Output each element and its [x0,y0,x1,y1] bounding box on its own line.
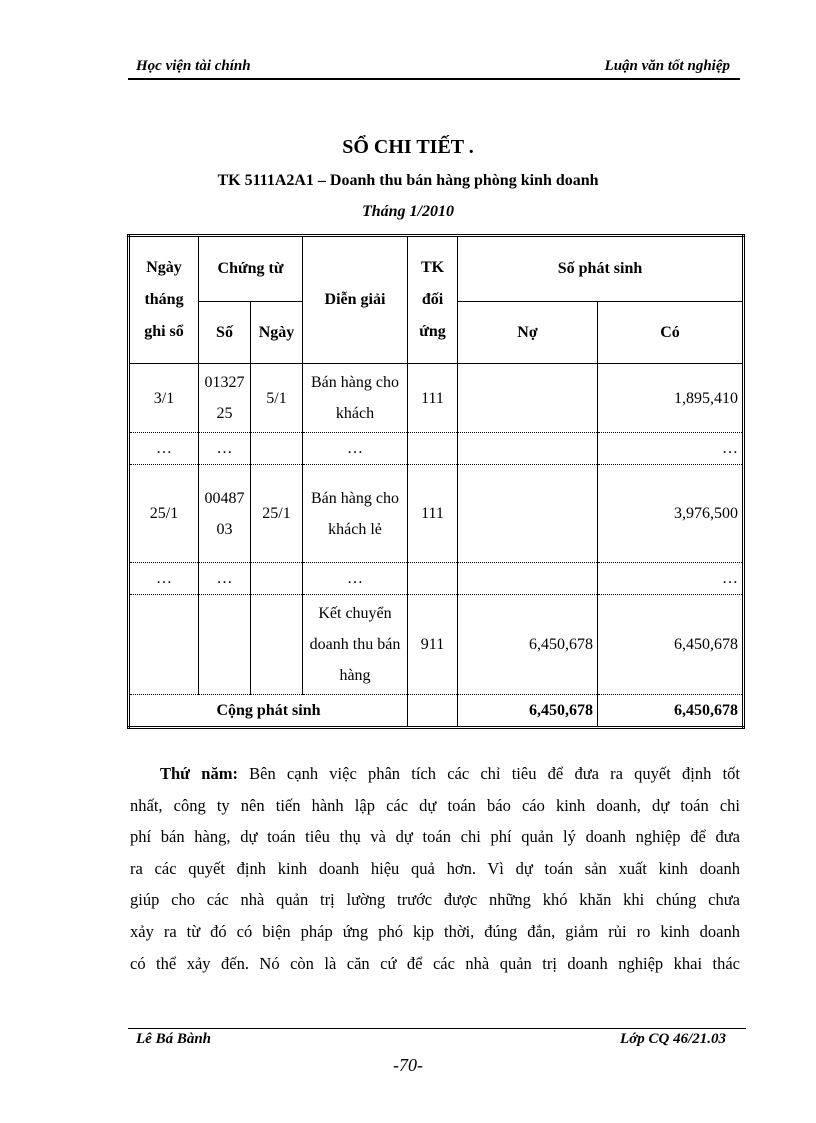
total-account [407,694,458,728]
row-voucher-date [250,562,303,595]
row-date: 25/1 [128,464,199,563]
table-row: ………… [128,562,744,595]
row-account: 111 [407,363,458,433]
row-debit [457,562,598,595]
paragraph-line: ra các quyết định kinh doanh hiệu quả hơ… [130,858,740,878]
row-voucher-date [250,432,303,465]
footer-author: Lê Bá Bành [136,1031,212,1047]
row-account [407,562,458,595]
ledger-period: Tháng 1/2010 [361,203,454,220]
row-voucher-date: 25/1 [250,464,303,563]
footer-class: Lớp CQ 46/21.03 [620,1031,726,1047]
paragraph-line: giúp cho các nhà quản trị lường trước đư… [130,890,740,910]
row-description: Bán hàng cho khách lẻ [302,464,408,563]
header-amount: Số phát sinh [457,235,744,302]
row-voucher-no: 0048703 [198,464,251,563]
header-voucher-no: Số [198,301,251,364]
ledger-subtitle: TK 5111A2A1 – Doanh thu bán hàng phòng k… [217,172,599,189]
row-voucher-no [198,594,251,695]
table-row: 25/1 0048703 25/1 Bán hàng cho khách lẻ 111 3… [128,464,744,563]
paragraph-lead: Thứ năm: [160,764,238,783]
row-debit [457,432,598,465]
row-debit [457,363,598,433]
row-debit: 6,450,678 [457,594,598,695]
total-label: Cộng phát sinh [128,694,408,728]
paragraph-line: xảy ra từ đó có biện pháp ứng phó kịp th… [130,921,740,941]
row-description: Kết chuyển doanh thu bán hàng [302,594,408,695]
header-left: Học viện tài chính [136,58,251,74]
paragraph-line: Thứ năm: Bên cạnh việc phân tích các chỉ… [130,758,740,790]
row-credit: … [597,432,744,465]
row-account [407,432,458,465]
total-credit: 6,450,678 [597,694,744,728]
row-voucher-no: 0132725 [198,363,251,433]
row-voucher-date [250,594,303,695]
row-account: 911 [407,594,458,695]
table-row: ………… [128,432,744,465]
total-debit: 6,450,678 [457,694,598,728]
paragraph-line: phí bán hàng, dự toán tiêu thụ và dự toá… [130,827,740,847]
row-voucher-no: … [198,432,251,465]
paragraph-text: Bên cạnh việc phân tích các chỉ tiêu để … [249,764,740,783]
row-credit: 1,895,410 [597,363,744,433]
row-description: … [302,432,408,465]
table-row: 3/1 0132725 5/1 Bán hàng cho khách 111 1,895,… [128,363,744,433]
paragraph-line: nhất, công ty nên tiến hành lập các dự t… [130,795,740,815]
header-description: Diễn giải [302,235,408,364]
row-date [128,594,199,695]
header-voucher-date: Ngày [250,301,303,364]
header-debit: Nợ [457,301,598,364]
page-header: Học viện tài chính Luận văn tốt nghiệp [128,58,740,80]
header-voucher: Chứng từ [198,235,303,302]
header-right: Luận văn tốt nghiệp [604,58,730,74]
row-credit: 6,450,678 [597,594,744,695]
row-date: … [128,562,199,595]
row-credit: … [597,562,744,595]
row-voucher-no: … [198,562,251,595]
header-account: TK đối ứng [407,235,458,364]
paragraph-line: có thể xảy đến. Nó còn là căn cứ để các … [130,953,740,973]
row-description: … [302,562,408,595]
ledger-title: SỔ CHI TIẾT . [342,136,474,158]
total-row: Cộng phát sinh 6,450,678 6,450,678 [128,694,744,728]
row-credit: 3,976,500 [597,464,744,563]
page-number: -70- [393,1055,423,1075]
header-date: Ngày tháng ghi sổ [128,235,199,364]
ledger-table: Ngày tháng ghi sổ Chứng từ Diễn giải TK … [127,234,745,729]
row-account: 111 [407,464,458,563]
row-description: Bán hàng cho khách [302,363,408,433]
page-footer: Lê Bá Bành Lớp CQ 46/21.03 [128,1028,746,1047]
row-date: 3/1 [128,363,199,433]
body-paragraph: Thứ năm: Bên cạnh việc phân tích các chỉ… [130,758,740,979]
row-date: … [128,432,199,465]
table-row: Kết chuyển doanh thu bán hàng 911 6,450,67… [128,594,744,695]
header-credit: Có [597,301,744,364]
row-debit [457,464,598,563]
row-voucher-date: 5/1 [250,363,303,433]
